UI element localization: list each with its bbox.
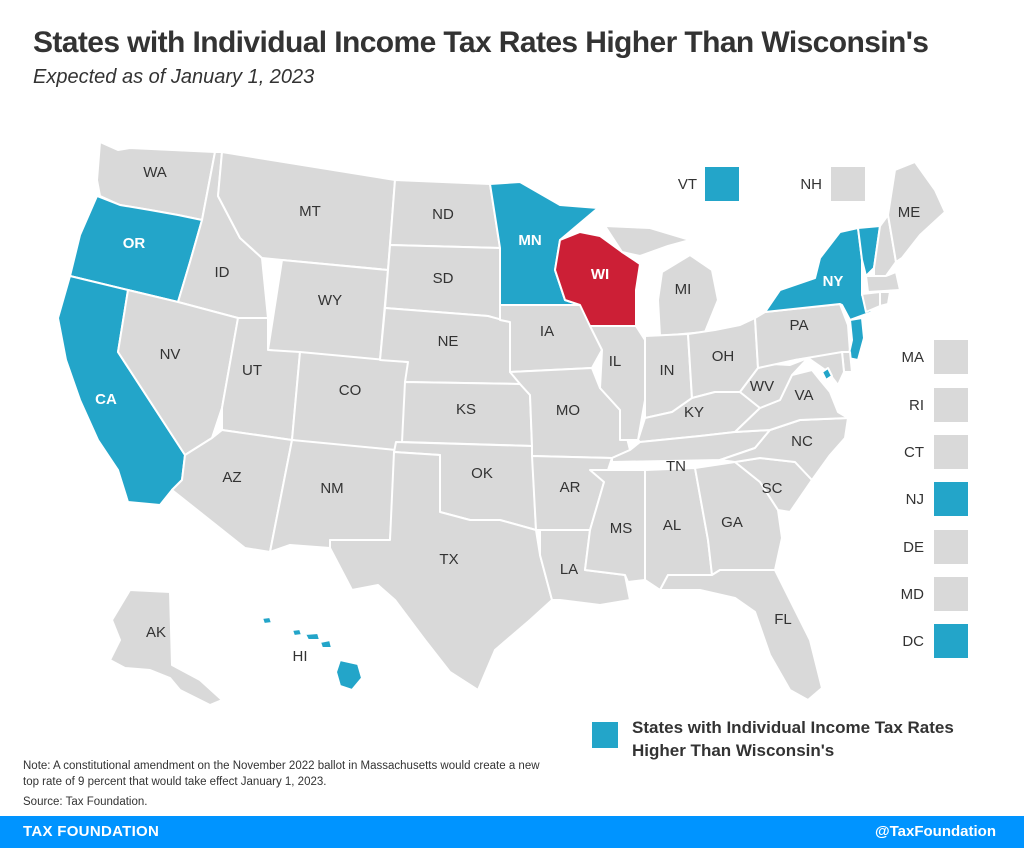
state-wy[interactable] [267,259,389,361]
label-nv: NV [160,346,181,363]
label-oh: OH [712,348,735,365]
label-sc: SC [762,480,783,497]
callout-label-vt: VT [677,176,697,193]
callout-label-nj: NJ [905,491,924,508]
label-ms: MS [610,520,633,537]
label-tn: TN [666,458,686,475]
callout-label-ct: CT [904,444,924,461]
state-ri[interactable] [879,291,891,307]
label-pa: PA [790,317,809,334]
label-mn: MN [518,232,541,249]
state-ct[interactable] [861,291,881,313]
us-map: WA OR CA ID NV MT WY UT AZ CO NM ND SD N… [57,141,946,706]
state-ak[interactable] [109,589,223,706]
state-tx[interactable] [329,451,553,691]
state-nv[interactable] [117,289,239,456]
state-ny[interactable] [764,227,873,321]
label-ky: KY [684,404,704,421]
callout-label-md: MD [900,586,924,603]
label-wa: WA [143,164,167,181]
state-ma[interactable] [865,271,901,293]
page-subtitle: Expected as of January 1, 2023 [33,66,315,88]
label-ks: KS [456,401,476,418]
label-ok: OK [471,465,493,482]
label-nd: ND [432,206,454,223]
state-nc[interactable] [719,417,849,481]
callout-box-ct[interactable] [934,435,968,469]
label-wv: WV [750,378,774,395]
label-co: CO [339,382,362,399]
callout-label-dc: DC [902,633,924,650]
label-mo: MO [556,402,580,419]
callout-box-vt[interactable] [705,167,739,201]
label-va: VA [795,387,814,404]
label-id: ID [215,264,230,281]
callout-label-ri: RI [909,397,924,414]
label-nm: NM [320,480,343,497]
source-text: Source: Tax Foundation. [23,796,148,808]
state-nj[interactable] [847,317,865,361]
legend-label: States with Individual Income Tax Rates … [632,718,954,760]
callout-box-ri[interactable] [934,388,968,422]
callout-box-ma[interactable] [934,340,968,374]
callout-box-dc[interactable] [934,624,968,658]
callout-box-de[interactable] [934,530,968,564]
label-me: ME [898,204,921,221]
callout-label-de: DE [903,539,924,556]
label-ar: AR [560,479,581,496]
label-nc: NC [791,433,813,450]
callout-box-md[interactable] [934,577,968,611]
state-il[interactable] [589,325,646,441]
state-dc[interactable] [821,367,833,381]
label-hi: HI [293,648,308,665]
label-ne: NE [438,333,459,350]
label-sd: SD [433,270,454,287]
label-mi: MI [675,281,692,298]
label-wy: WY [318,292,342,309]
label-tx: TX [439,551,458,568]
footer-handle[interactable]: @TaxFoundation [874,823,996,840]
note-text: Note: A constitutional amendment on the … [23,760,540,788]
label-ny: NY [823,273,844,290]
state-fl[interactable] [659,569,823,701]
callout-label-nh: NH [800,176,822,193]
label-la: LA [560,561,578,578]
label-wi: WI [591,266,609,283]
label-ut: UT [242,362,262,379]
label-al: AL [663,517,681,534]
footer-brand: TAX FOUNDATION [23,823,160,840]
state-me[interactable] [887,161,946,263]
label-ca: CA [95,391,117,408]
label-ak: AK [146,624,166,641]
page-title: States with Individual Income Tax Rates … [33,26,929,59]
state-mi[interactable] [604,225,719,337]
callout-box-nh[interactable] [831,167,865,201]
state-wi[interactable] [554,231,641,327]
label-in: IN [660,362,675,379]
label-az: AZ [222,469,241,486]
label-ga: GA [721,514,743,531]
callout-label-ma: MA [901,349,925,366]
label-il: IL [609,353,622,370]
label-fl: FL [774,611,792,628]
label-mt: MT [299,203,321,220]
label-or: OR [123,235,146,252]
label-ia: IA [540,323,554,340]
footer-bar: TAX FOUNDATION @TaxFoundation [0,816,1024,848]
callout-box-nj[interactable] [934,482,968,516]
state-labels: WA OR CA ID NV MT WY UT AZ CO NM ND SD N… [95,164,920,665]
state-co[interactable] [291,351,409,457]
state-hi[interactable] [261,616,363,691]
legend-swatch [592,722,618,748]
